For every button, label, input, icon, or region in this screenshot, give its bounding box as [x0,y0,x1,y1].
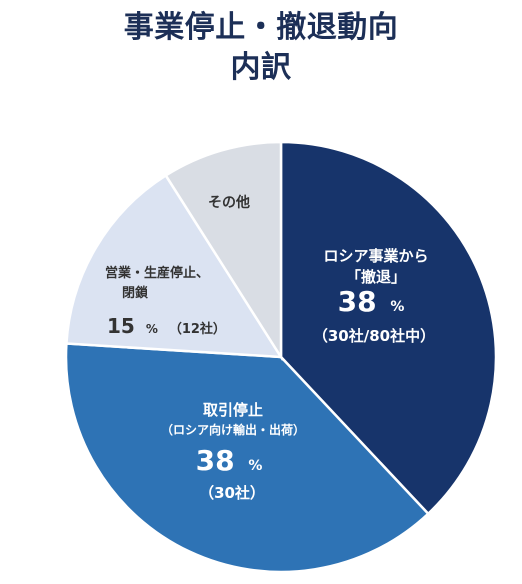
slice-value-withdraw: 38 % [338,285,405,318]
slice-percent-trade-stop: 38 [196,444,235,477]
chart-title-line1: 事業停止・撤退動向 [123,10,399,45]
slice-label-trade-stop-line2: （ロシア向け輸出・出荷） [161,422,305,437]
slice-note-trade-stop: （30社） [199,484,265,502]
chart-title-line2: 内訳 [230,50,292,85]
slice-label-business-stop-line1: 営業・生産停止、 [105,265,209,281]
slice-label-withdraw-line1: ロシア事業から [323,247,428,265]
slice-unit-trade-stop: % [248,458,262,474]
pie-slice-withdraw [279,140,498,516]
slice-label-business-stop-line2: 閉鎖 [122,285,149,301]
slice-percent-business-stop: 15 [107,314,135,338]
slice-unit-business-stop: % [146,322,158,336]
slice-label-withdraw-line2: 「撤退」 [346,268,406,286]
slice-percent-withdraw: 38 [338,285,377,318]
slice-note-business-stop: （12社） [169,321,226,337]
pie-slice-business-stop [65,173,284,359]
pie-slices [64,140,498,574]
slice-value-trade-stop: 38 % [196,444,263,477]
pie-labels: ロシア事業から 「撤退」 38 % （30社/80社中） 取引停止 （ロシア向け… [105,194,435,502]
pie-slice-other [164,140,283,362]
slice-label-other: その他 [208,194,250,211]
slice-value-business-stop: 15 % （12社） [107,314,226,338]
pie-slice-trade-stop [64,342,430,574]
slice-unit-withdraw: % [390,299,404,315]
slice-note-withdraw: （30社/80社中） [313,327,435,345]
slice-label-trade-stop-line1: 取引停止 [203,401,263,419]
